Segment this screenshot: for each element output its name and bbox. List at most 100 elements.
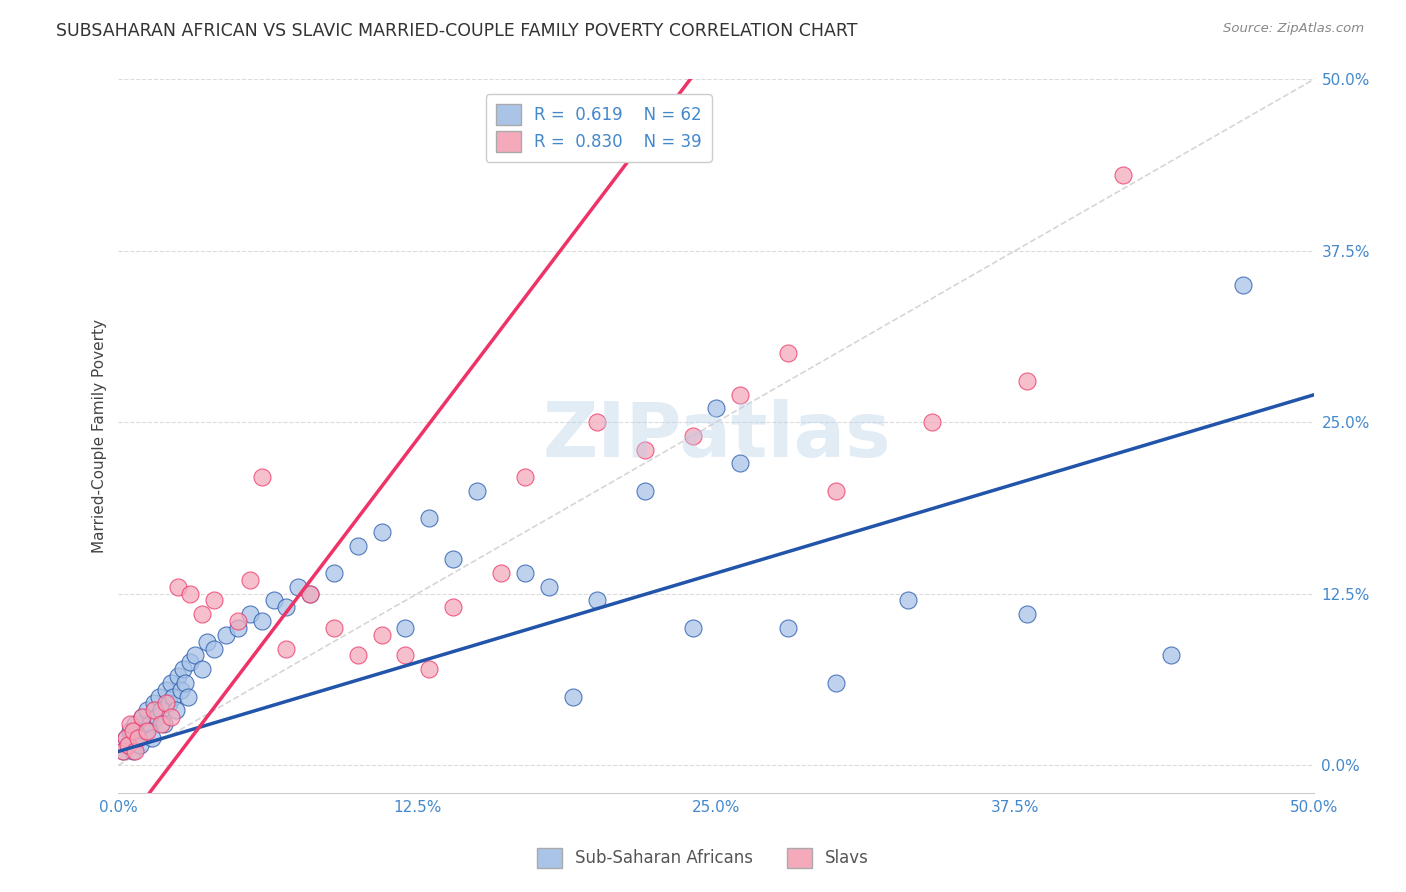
Point xyxy=(153,717,176,731)
Text: Source: ZipAtlas.com: Source: ZipAtlas.com xyxy=(1223,22,1364,36)
Point xyxy=(778,621,800,635)
Point xyxy=(124,717,146,731)
Point xyxy=(202,641,225,656)
Point xyxy=(114,731,136,745)
Point xyxy=(131,710,153,724)
Point xyxy=(298,586,321,600)
Point xyxy=(730,387,752,401)
Y-axis label: Married-Couple Family Poverty: Married-Couple Family Poverty xyxy=(93,318,107,553)
Point xyxy=(586,415,609,429)
Point xyxy=(202,593,225,607)
Point xyxy=(287,580,309,594)
Point xyxy=(174,675,197,690)
Point xyxy=(131,710,153,724)
Point xyxy=(169,682,191,697)
Text: ZIPatlas: ZIPatlas xyxy=(543,399,891,473)
Point xyxy=(537,580,560,594)
Point xyxy=(114,731,136,745)
Point xyxy=(706,401,728,416)
Point xyxy=(112,744,135,758)
Point xyxy=(195,634,218,648)
Point xyxy=(120,717,142,731)
Point xyxy=(172,662,194,676)
Point xyxy=(394,621,416,635)
Point xyxy=(897,593,920,607)
Point xyxy=(191,662,214,676)
Point xyxy=(150,717,173,731)
Point xyxy=(162,690,184,704)
Point xyxy=(346,648,368,663)
Point xyxy=(250,614,273,628)
Point xyxy=(136,723,159,738)
Point xyxy=(215,628,238,642)
Point xyxy=(441,600,464,615)
Point xyxy=(150,703,173,717)
Point xyxy=(157,697,180,711)
Point xyxy=(143,703,166,717)
Point xyxy=(117,738,139,752)
Point xyxy=(134,723,156,738)
Point xyxy=(322,621,344,635)
Point xyxy=(370,628,392,642)
Point xyxy=(117,738,139,752)
Point xyxy=(160,675,183,690)
Point xyxy=(167,580,190,594)
Point xyxy=(465,483,488,498)
Point xyxy=(129,738,152,752)
Point xyxy=(346,539,368,553)
Point xyxy=(121,744,143,758)
Point xyxy=(513,566,536,580)
Point xyxy=(145,710,167,724)
Point xyxy=(226,614,249,628)
Point xyxy=(418,511,440,525)
Legend: Sub-Saharan Africans, Slavs: Sub-Saharan Africans, Slavs xyxy=(530,841,876,875)
Point xyxy=(263,593,285,607)
Point xyxy=(561,690,583,704)
Legend: R =  0.619    N = 62, R =  0.830    N = 39: R = 0.619 N = 62, R = 0.830 N = 39 xyxy=(485,95,711,161)
Point xyxy=(394,648,416,663)
Point xyxy=(179,655,201,669)
Point xyxy=(120,723,142,738)
Point xyxy=(121,723,143,738)
Point xyxy=(489,566,512,580)
Point xyxy=(778,346,800,360)
Point xyxy=(124,744,146,758)
Point xyxy=(1017,607,1039,622)
Point xyxy=(274,600,297,615)
Text: SUBSAHARAN AFRICAN VS SLAVIC MARRIED-COUPLE FAMILY POVERTY CORRELATION CHART: SUBSAHARAN AFRICAN VS SLAVIC MARRIED-COU… xyxy=(56,22,858,40)
Point xyxy=(127,731,149,745)
Point xyxy=(730,456,752,470)
Point xyxy=(1017,374,1039,388)
Point xyxy=(143,697,166,711)
Point xyxy=(141,731,163,745)
Point xyxy=(179,586,201,600)
Point xyxy=(226,621,249,635)
Point xyxy=(274,641,297,656)
Point xyxy=(921,415,943,429)
Point xyxy=(682,621,704,635)
Point xyxy=(191,607,214,622)
Point xyxy=(138,717,160,731)
Point xyxy=(112,744,135,758)
Point xyxy=(825,483,848,498)
Point xyxy=(634,442,657,457)
Point xyxy=(825,675,848,690)
Point xyxy=(184,648,207,663)
Point xyxy=(634,483,657,498)
Point xyxy=(1112,168,1135,182)
Point xyxy=(148,690,170,704)
Point xyxy=(250,470,273,484)
Point xyxy=(1160,648,1182,663)
Point xyxy=(239,573,262,587)
Point xyxy=(298,586,321,600)
Point xyxy=(513,470,536,484)
Point xyxy=(177,690,200,704)
Point xyxy=(418,662,440,676)
Point xyxy=(441,552,464,566)
Point xyxy=(127,731,149,745)
Point xyxy=(682,429,704,443)
Point xyxy=(136,703,159,717)
Point xyxy=(370,524,392,539)
Point xyxy=(322,566,344,580)
Point xyxy=(167,669,190,683)
